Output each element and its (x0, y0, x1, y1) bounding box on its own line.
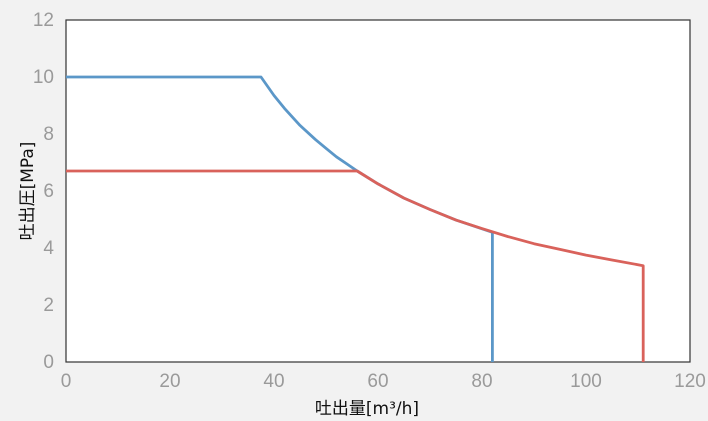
y-tick-label: 8 (43, 124, 54, 145)
series-layer (66, 75, 645, 362)
y-tick-label: 12 (33, 10, 54, 31)
x-tick-label: 120 (674, 371, 706, 392)
y-tick-label: 2 (43, 295, 54, 316)
x-tick-label: 20 (159, 371, 180, 392)
series-line-2 (66, 169, 645, 362)
x-axis-title: 吐出量[m³/h] (315, 399, 419, 419)
x-tick-label: 80 (471, 371, 492, 392)
x-tick-label: 40 (263, 371, 284, 392)
y-tick-labels: 0 2 4 6 8 10 12 (33, 10, 55, 373)
y-tick-label: 4 (43, 238, 54, 259)
y-tick-label: 10 (33, 67, 54, 88)
plot-frame (65, 19, 691, 363)
x-tick-labels: 0 20 40 60 80 100 120 (61, 371, 706, 392)
y-tick-label: 6 (43, 181, 54, 202)
x-tick-label: 60 (367, 371, 388, 392)
y-tick-label: 0 (43, 352, 54, 373)
x-tick-label: 0 (61, 371, 72, 392)
y-axis-title: 吐出圧[MPa] (18, 142, 38, 241)
x-tick-label: 100 (570, 371, 602, 392)
